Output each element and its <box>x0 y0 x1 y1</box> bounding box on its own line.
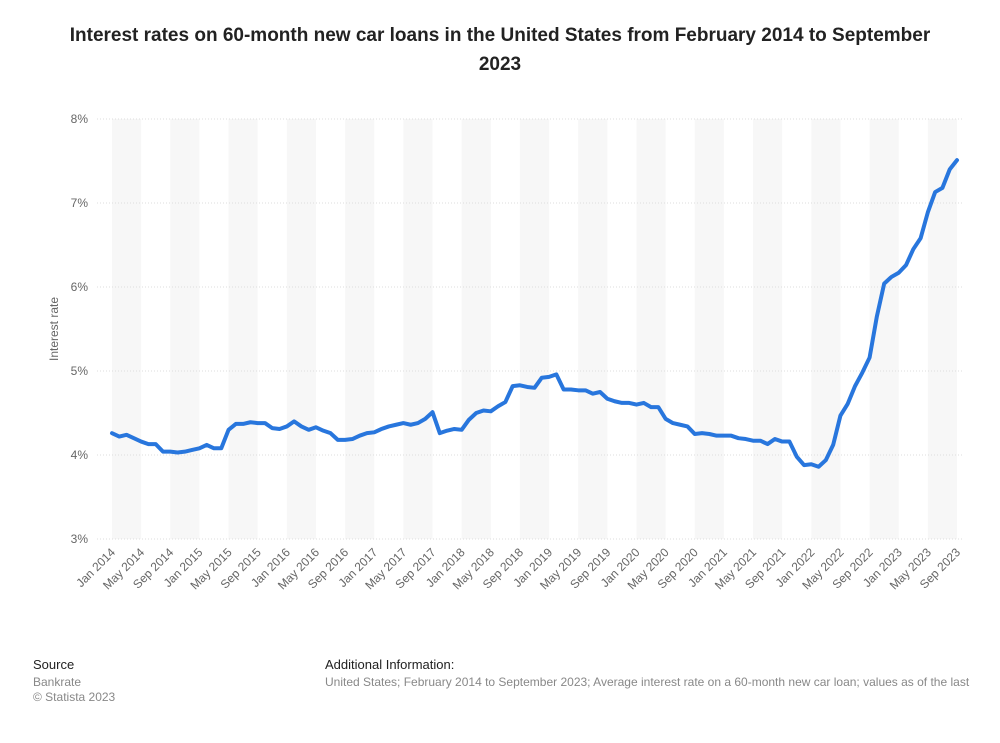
info: United States; February 2014 to Septembe… <box>325 675 970 689</box>
plot-band <box>519 119 550 539</box>
plot-band <box>345 119 375 539</box>
y-tick-label: 4% <box>71 448 89 462</box>
chart-title: Interest rates on 60-month new car loans… <box>70 25 931 75</box>
plot-band <box>753 119 783 539</box>
plot-band <box>112 119 142 539</box>
y-tick-label: 5% <box>71 364 89 378</box>
plot-band <box>927 119 957 539</box>
plot-band <box>636 119 666 539</box>
plot-band <box>811 119 841 539</box>
plot-band <box>461 119 491 539</box>
y-tick-label: 7% <box>71 196 89 210</box>
source-heading: Source <box>33 657 74 672</box>
plot-band <box>694 119 724 539</box>
y-tick-label: 3% <box>71 532 89 546</box>
y-axis-label: Interest rate <box>47 297 61 361</box>
plot-band <box>403 119 433 539</box>
y-tick-label: 8% <box>71 112 89 126</box>
data-line <box>110 158 959 469</box>
plot-band <box>170 119 200 539</box>
source: Bankrate <box>33 675 81 689</box>
plot-band <box>578 119 608 539</box>
y-tick-label: 6% <box>71 280 89 294</box>
plot-band <box>286 119 316 539</box>
copyright: © Statista 2023 <box>33 690 116 704</box>
info-heading: Additional Information: <box>325 657 454 672</box>
plot-band <box>228 119 258 539</box>
